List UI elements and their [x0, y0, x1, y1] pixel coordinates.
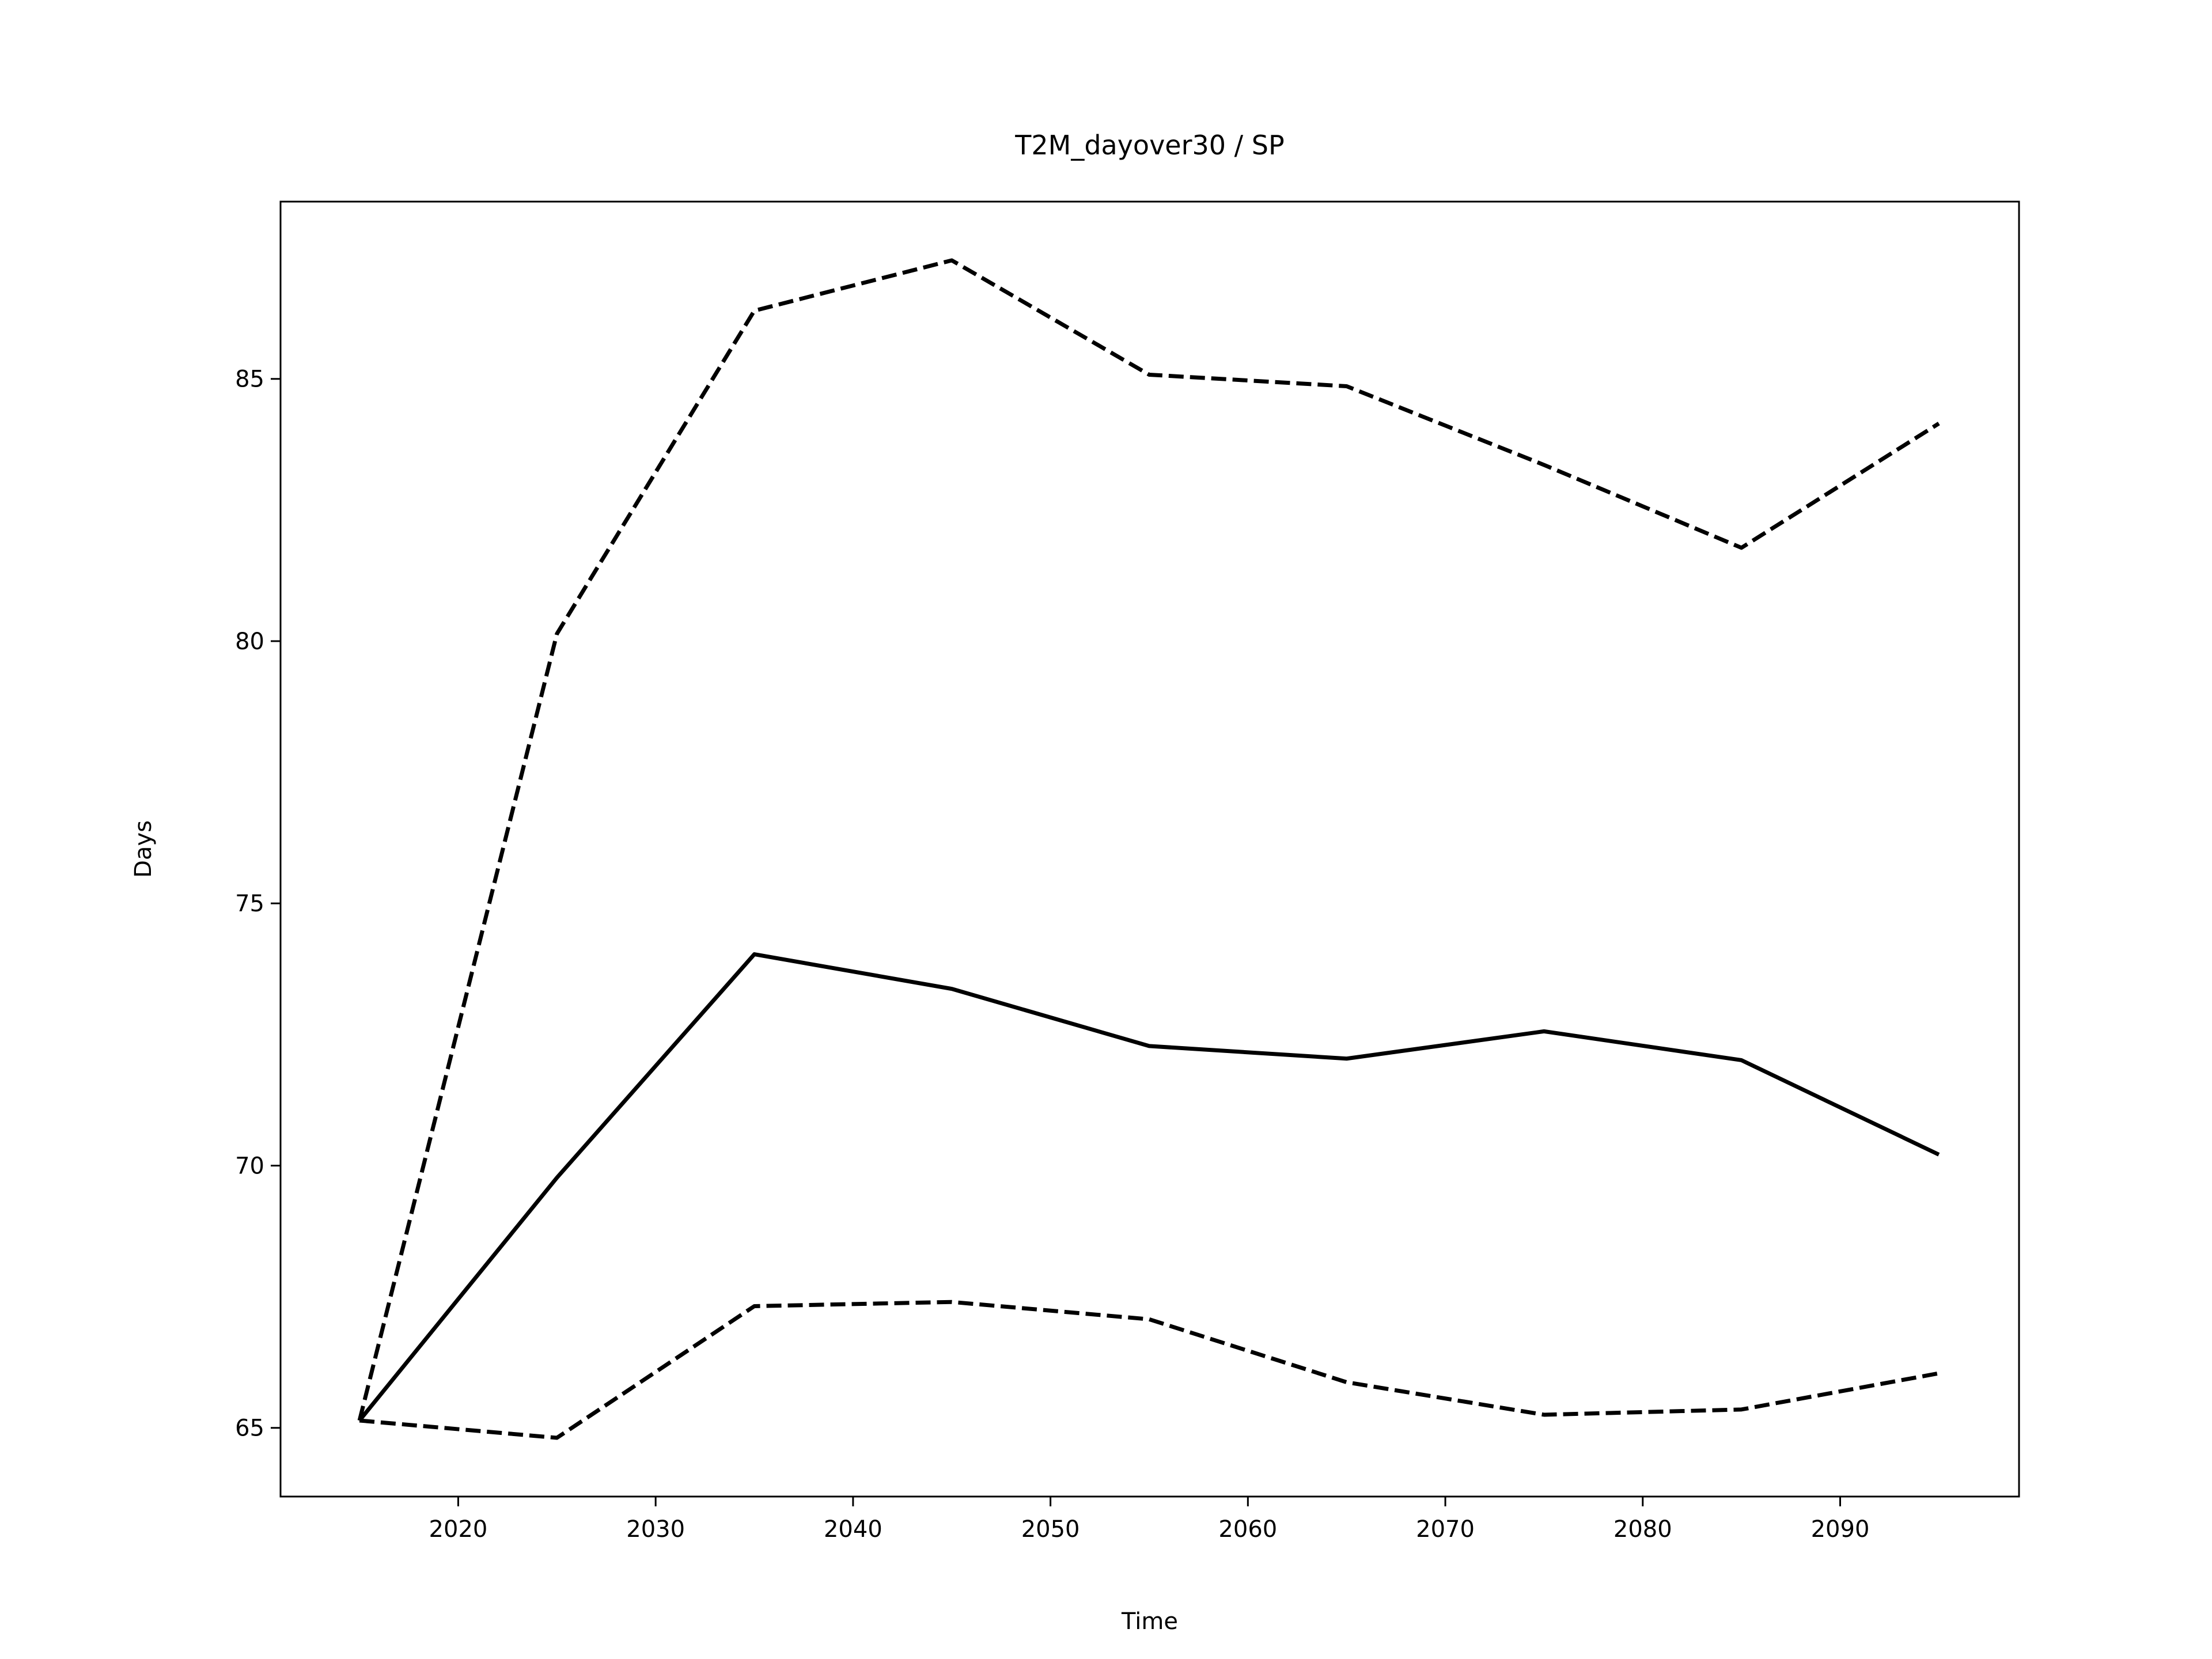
x-tick-label: 2060 [1218, 1516, 1277, 1543]
x-axis-label: Time [1121, 1608, 1178, 1635]
x-tick-label: 2030 [626, 1516, 685, 1543]
series-line [359, 1300, 1940, 1440]
x-tick-label: 2020 [429, 1516, 488, 1543]
y-tick-label: 75 [235, 891, 264, 917]
y-tick-label: 65 [235, 1415, 264, 1442]
x-tick-label: 2040 [824, 1516, 882, 1543]
x-tick-label: 2090 [1811, 1516, 1870, 1543]
y-tick-label: 80 [235, 628, 264, 655]
series-line [357, 258, 1940, 1421]
series-line [358, 952, 1940, 1422]
x-tick-label: 2070 [1416, 1516, 1475, 1543]
chart-title: T2M_dayover30 / SP [1014, 130, 1284, 161]
y-axis-label: Days [130, 820, 157, 878]
x-tick-label: 2050 [1021, 1516, 1080, 1543]
y-tick-label: 70 [235, 1153, 264, 1179]
y-tick-label: 85 [235, 366, 264, 393]
x-tick-label: 2080 [1613, 1516, 1672, 1543]
plot-frame [279, 200, 2020, 1498]
